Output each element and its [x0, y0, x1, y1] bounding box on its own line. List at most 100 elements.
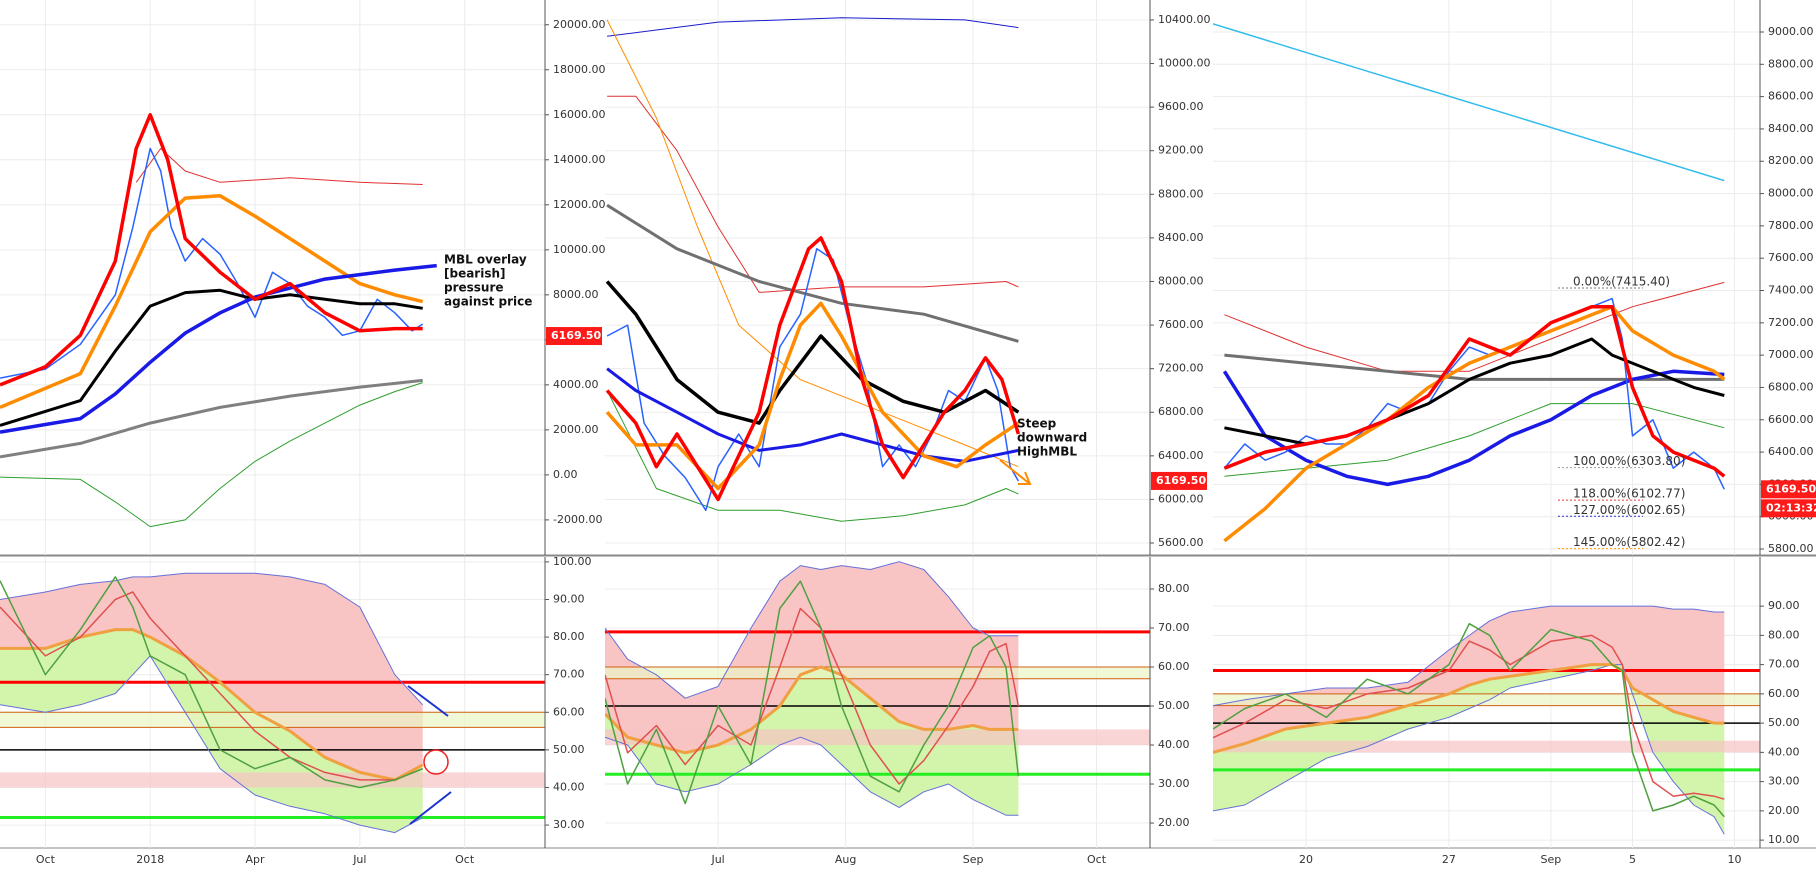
- x-tick-label: Oct: [1087, 853, 1107, 866]
- y-tick-label: 8600.00: [1768, 90, 1814, 103]
- x-tick-label: Sep: [963, 853, 984, 866]
- indicator-line: [1213, 23, 1725, 182]
- y-tick-label: 50.00: [1158, 699, 1190, 712]
- y-tick-label: 4000.00: [553, 378, 599, 391]
- oscillator-line: [605, 665, 1019, 755]
- y-tick-label: 6400.00: [1158, 449, 1204, 462]
- level-band: [1213, 693, 1760, 706]
- y-tick-label: 8000.00: [1768, 187, 1814, 200]
- annotation: downward: [1017, 431, 1087, 445]
- y-tick-label: 2000.00: [553, 423, 599, 436]
- y-tick-label: 20.00: [1158, 816, 1190, 829]
- oscillator-line: [1213, 664, 1725, 835]
- y-tick-label: 7200.00: [1768, 316, 1814, 329]
- y-tick-label: 8400.00: [1158, 231, 1204, 244]
- x-tick-label: Jul: [352, 853, 366, 866]
- oscillator-pane: [605, 557, 1150, 848]
- timer-tag: [1761, 499, 1816, 518]
- y-tick-label: 9600.00: [1158, 100, 1204, 113]
- y-tick-label: 7000.00: [1768, 348, 1814, 361]
- y-tick-label: 6000.00: [1158, 492, 1204, 505]
- last-price-tag: [1761, 480, 1816, 499]
- fib-label: 118.00%(6102.77): [1573, 487, 1685, 501]
- x-tick-label: 10: [1727, 853, 1741, 866]
- annotation: [bearish]: [444, 267, 506, 281]
- x-tick-label: 5: [1629, 853, 1636, 866]
- y-tick-label: 50.00: [553, 743, 585, 756]
- level-band: [0, 772, 545, 788]
- oscillator-line: [0, 572, 424, 706]
- y-tick-label: 40.00: [553, 780, 585, 793]
- y-tick-label: 7600.00: [1158, 318, 1204, 331]
- indicator-line: [0, 147, 424, 379]
- indicator-line: [605, 236, 1021, 502]
- y-tick-label: 70.00: [553, 668, 585, 681]
- y-tick-label: 50.00: [1768, 716, 1800, 729]
- y-tick-label: 20000.00: [553, 18, 606, 31]
- last-price-label: 6169.50: [1766, 482, 1816, 495]
- oscillator-pane: [1213, 557, 1760, 848]
- fib-label: 145.00%(5802.42): [1573, 535, 1685, 549]
- indicator-line: [607, 17, 1019, 37]
- y-tick-label: 60.00: [1768, 687, 1800, 700]
- y-tick-label: 70.00: [1158, 621, 1190, 634]
- indicator-line: [606, 367, 1019, 463]
- x-tick-label: Aug: [835, 853, 856, 866]
- price-pane: [605, 0, 1150, 555]
- indicator-line: [605, 280, 1020, 425]
- price-pane: [0, 0, 545, 555]
- y-tick-label: 7600.00: [1768, 251, 1814, 264]
- y-tick-label: 40.00: [1768, 745, 1800, 758]
- fib-label: 127.00%(6002.65): [1573, 503, 1685, 517]
- level-band: [605, 729, 1150, 746]
- y-tick-label: 6800.00: [1768, 380, 1814, 393]
- y-tick-label: -2000.00: [553, 513, 602, 526]
- highlight-circle: [423, 749, 449, 775]
- last-price-tag: [546, 327, 602, 346]
- y-tick-label: 8400.00: [1768, 122, 1814, 135]
- trend-line: [409, 791, 452, 825]
- indicator-line: [0, 263, 437, 434]
- oscillator-line: [0, 655, 423, 834]
- indicator-line: [606, 203, 1019, 343]
- x-tick-label: 20: [1299, 853, 1313, 866]
- y-tick-label: 20.00: [1768, 804, 1800, 817]
- y-tick-label: 70.00: [1768, 658, 1800, 671]
- indicator-line: [0, 378, 423, 459]
- y-tick-label: 14000.00: [553, 153, 606, 166]
- arrow: [999, 459, 1032, 485]
- y-tick-label: 10400.00: [1158, 13, 1211, 26]
- annotation: HighMBL: [1017, 445, 1077, 459]
- oscillator-line: [605, 561, 1019, 699]
- x-tick-label: Oct: [36, 853, 56, 866]
- y-tick-label: 9200.00: [1158, 144, 1204, 157]
- y-tick-label: 6600.00: [1768, 413, 1814, 426]
- oscillator-line: [1213, 605, 1725, 707]
- last-price-label: 6169.50: [1156, 474, 1206, 487]
- y-tick-label: 80.00: [1768, 628, 1800, 641]
- indicator-line: [1223, 304, 1726, 478]
- fill-above: [1213, 606, 1725, 753]
- y-tick-label: 30.00: [553, 818, 585, 831]
- level-band: [0, 712, 545, 728]
- y-tick-label: 30.00: [1158, 777, 1190, 790]
- y-tick-label: 5800.00: [1768, 542, 1814, 555]
- oscillator-line: [0, 576, 423, 789]
- annotation: MBL overlay: [444, 253, 527, 267]
- indicator-line: [607, 95, 1019, 293]
- drawings: [407, 459, 1032, 825]
- x-tick-label: Oct: [455, 853, 475, 866]
- y-tick-label: 6800.00: [1158, 405, 1204, 418]
- annotation: Steep: [1017, 417, 1057, 431]
- last-price-tag: [1151, 471, 1207, 490]
- y-tick-label: 30.00: [1768, 775, 1800, 788]
- y-tick-label: 10000.00: [1158, 57, 1211, 70]
- timer-label: 02:13:32: [1766, 501, 1816, 514]
- y-tick-label: 16000.00: [553, 108, 606, 121]
- indicator-line: [0, 113, 423, 387]
- y-tick-label: 7400.00: [1768, 284, 1814, 297]
- indicator-line: [605, 301, 1020, 491]
- y-tick-label: 18000.00: [553, 63, 606, 76]
- y-tick-label: 60.00: [1158, 660, 1190, 673]
